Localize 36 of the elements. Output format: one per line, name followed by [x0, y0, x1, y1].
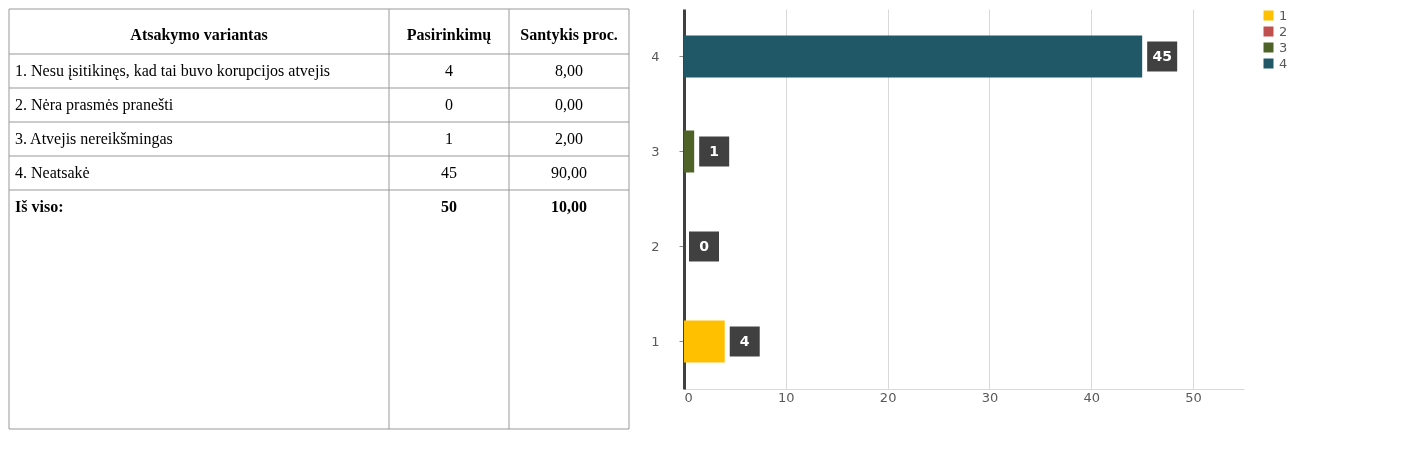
legend-label: 2 [1279, 23, 1288, 39]
x-tick-label: 40 [1083, 389, 1101, 405]
x-tick-label: 50 [1185, 389, 1202, 405]
legend-label: 4 [1279, 55, 1288, 71]
text: 45 [441, 164, 457, 181]
data-label: 1 [709, 142, 720, 159]
text: 1 [445, 130, 453, 147]
text: Iš viso: [15, 198, 64, 215]
text: 4. Neatsakė [15, 164, 90, 181]
x-tick-label: 10 [778, 389, 795, 405]
text: 8,00 [555, 62, 583, 79]
y-tick-label: 4 [651, 48, 660, 64]
x-tick-label: 0 [684, 389, 693, 405]
text: 1. Nesu įsitikinęs, kad tai buvo korupcijos atvejis [15, 62, 331, 80]
text: 10,00 [551, 198, 587, 215]
y-tick-label: 1 [651, 333, 660, 349]
text: 90,00 [551, 164, 587, 181]
y-tick-label: 2 [651, 238, 660, 254]
data-label: 4 [739, 332, 750, 349]
category-label: Pasirinkimų [406, 26, 492, 44]
category-label: Atsakymo variantas [130, 26, 268, 44]
text: 3. Atvejis nereikšmingas [15, 130, 173, 148]
legend-label: 1 [1279, 7, 1288, 23]
x-tick-label: 20 [879, 389, 897, 405]
data-label: 0 [699, 237, 710, 254]
text: 2. Nėra prasmės pranešti [15, 96, 174, 114]
text: 4 [445, 62, 453, 79]
y-tick-label: 3 [651, 143, 660, 159]
data-label: 45 [1152, 47, 1172, 64]
text: 0,00 [555, 96, 583, 113]
legend-label: 3 [1279, 39, 1288, 55]
text: 2,00 [555, 130, 583, 147]
text: 0 [445, 96, 453, 113]
category-label: Santykis proc. [520, 26, 618, 44]
x-tick-label: 30 [981, 389, 999, 405]
text: 50 [441, 198, 457, 215]
